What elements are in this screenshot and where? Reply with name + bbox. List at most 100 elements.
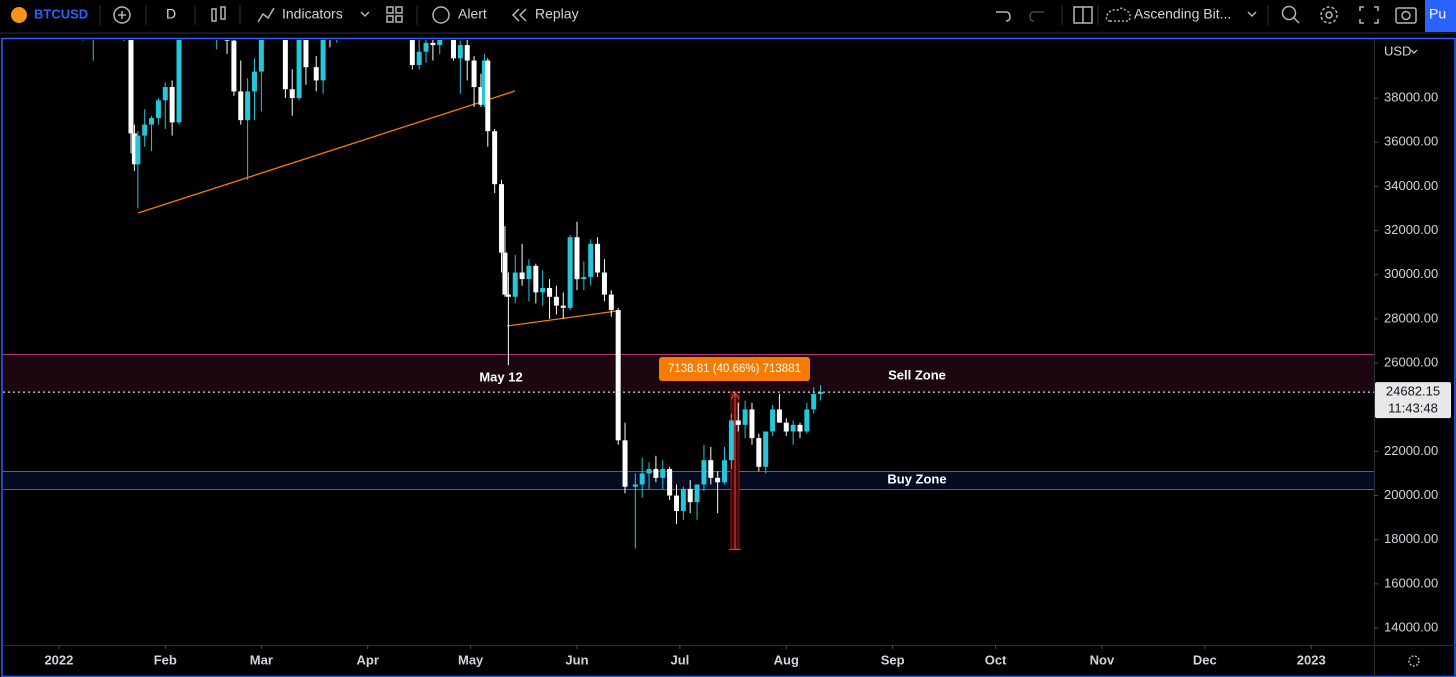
candle-body: [471, 60, 477, 88]
publish-label[interactable]: Pu: [1429, 6, 1446, 22]
y-tick-label: 28000.00: [1384, 310, 1438, 325]
sell-zone-label[interactable]: Sell Zone: [888, 367, 946, 382]
dropdown-icon[interactable]: [1410, 49, 1418, 54]
candle-body: [790, 424, 796, 432]
settings-icon: [1325, 11, 1333, 19]
candle-body: [680, 488, 686, 511]
candle-body: [457, 45, 463, 59]
candle-body: [763, 431, 769, 467]
x-tick-label: 2023: [1297, 652, 1326, 667]
candle-body: [588, 243, 594, 277]
x-tick-label: Oct: [985, 652, 1007, 667]
candle-body: [540, 287, 546, 293]
y-tick-label: 18000.00: [1384, 531, 1438, 546]
measure-arrow-head: [730, 391, 740, 400]
dropdown-icon[interactable]: [360, 11, 370, 18]
candle-body: [595, 243, 601, 273]
interval[interactable]: D: [166, 6, 176, 22]
y-tick-label: 38000.00: [1384, 90, 1438, 105]
last-price-label: 24682.15: [1386, 384, 1440, 399]
chart-type-icon[interactable]: [211, 8, 217, 22]
candle-body: [673, 495, 679, 511]
candle-body: [505, 294, 511, 297]
publish-button[interactable]: [1425, 0, 1456, 32]
date-annotation[interactable]: May 12: [479, 369, 522, 384]
candle-body: [450, 40, 456, 59]
fullscreen-icon[interactable]: [1359, 6, 1379, 24]
symbol[interactable]: BTCUSD: [34, 6, 88, 21]
candle-body: [478, 87, 484, 105]
candle-body: [547, 287, 553, 297]
candle-body: [481, 60, 487, 105]
candle-body: [142, 124, 148, 136]
candle-body: [667, 469, 673, 496]
redo-icon[interactable]: [1029, 11, 1044, 22]
x-tick-label: Mar: [250, 652, 273, 667]
dropdown-icon[interactable]: [1247, 11, 1257, 18]
x-tick-label: Sep: [881, 652, 905, 667]
screenshot-icon: [1401, 10, 1411, 21]
candle-body: [728, 420, 734, 461]
templates-icon[interactable]: [386, 6, 394, 14]
candle-body: [601, 272, 607, 295]
templates-icon: [386, 15, 394, 23]
alert-icon[interactable]: [432, 6, 450, 24]
candle-body: [238, 91, 244, 121]
replay-icon[interactable]: [511, 8, 520, 22]
search-icon[interactable]: [1281, 5, 1297, 21]
layout-name[interactable]: Ascending Bit...: [1134, 6, 1231, 22]
candle-body: [282, 40, 288, 90]
undo-icon[interactable]: [996, 11, 1011, 22]
x-tick-label: Apr: [357, 652, 379, 667]
candle-body: [804, 409, 810, 432]
candle-body: [176, 40, 182, 123]
indicators-button[interactable]: Indicators: [282, 6, 343, 22]
add-symbol-icon[interactable]: [113, 6, 131, 24]
replay-icon: [518, 8, 527, 22]
candle-body: [783, 422, 789, 432]
y-tick-label: 36000.00: [1384, 134, 1438, 149]
buy-zone[interactable]: [3, 471, 1374, 489]
alert-button[interactable]: Alert: [458, 6, 487, 22]
candle-body: [818, 392, 824, 394]
candle-body: [715, 477, 721, 483]
candle-body: [492, 131, 498, 185]
trend-line[interactable]: [506, 310, 618, 327]
coin-icon: [11, 7, 27, 23]
candle-body: [660, 469, 666, 478]
candle-body: [615, 310, 621, 441]
trend-line[interactable]: [137, 90, 516, 214]
candle-body: [289, 89, 295, 99]
candle-body: [251, 71, 257, 92]
candle-body: [708, 460, 714, 478]
y-tick-label: 16000.00: [1384, 575, 1438, 590]
candle-body: [437, 40, 443, 46]
candle-body: [313, 67, 319, 81]
buy-zone-label[interactable]: Buy Zone: [887, 471, 946, 486]
screenshot-icon[interactable]: [1395, 7, 1417, 24]
settings-icon[interactable]: [1320, 6, 1338, 24]
x-tick-label: Aug: [774, 652, 799, 667]
replay-button[interactable]: Replay: [535, 6, 579, 22]
candle-body: [231, 40, 237, 92]
indicators-icon[interactable]: [257, 7, 275, 23]
candle-body: [533, 265, 539, 293]
candle-body: [639, 473, 645, 485]
last-price-box: [1375, 382, 1451, 419]
candle-body: [553, 296, 559, 306]
axis-settings-icon[interactable]: [1408, 655, 1420, 667]
candle-body: [770, 409, 776, 432]
currency[interactable]: USD: [1384, 43, 1411, 58]
candle-body: [701, 460, 707, 485]
candle-body: [560, 305, 566, 308]
cloud-icon[interactable]: [1105, 7, 1131, 22]
candle-body: [416, 51, 422, 65]
candle-body: [694, 484, 700, 503]
x-tick-label: 2022: [44, 652, 73, 667]
candle-body: [423, 42, 429, 52]
measure-label: 7138.81 (40.66%) 713881: [668, 363, 801, 375]
candles: [82, 40, 824, 549]
x-tick-label: Jul: [671, 652, 690, 667]
measure-label-box: [659, 357, 810, 381]
